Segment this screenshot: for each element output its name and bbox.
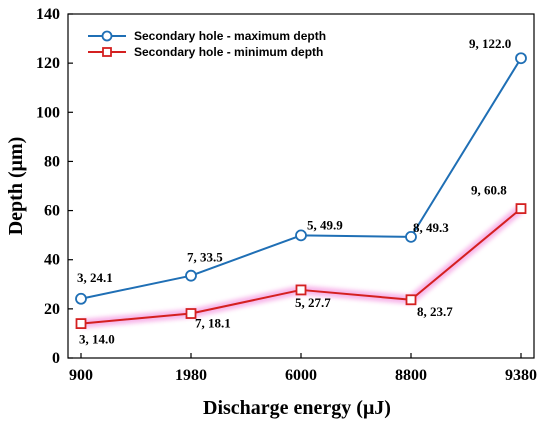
- data-point: [295, 284, 307, 296]
- series-group: [75, 52, 527, 330]
- y-axis-label: Depth (μm): [5, 137, 27, 236]
- legend-item: Secondary hole - maximum depth: [88, 29, 326, 43]
- y-tick-label: 40: [44, 252, 60, 269]
- data-point: [185, 269, 197, 282]
- legend-marker: [102, 47, 112, 57]
- data-point: [295, 229, 307, 242]
- data-label: 3, 14.0: [79, 332, 115, 347]
- data-point: [185, 308, 197, 319]
- data-label: 8, 23.7: [417, 304, 453, 319]
- legend-label: Secondary hole - minimum depth: [134, 45, 323, 59]
- x-axis-label: Discharge energy (μJ): [203, 397, 391, 419]
- data-point: [405, 294, 417, 306]
- data-labels: 3, 24.1 7, 33.5 5, 49.9 8, 49.3 9, 122.0 3, 1…: [77, 36, 511, 346]
- series-maximum-depth: [75, 52, 527, 305]
- y-tick-label: 60: [44, 203, 60, 220]
- legend-label: Secondary hole - maximum depth: [134, 29, 326, 43]
- data-label: 7, 18.1: [195, 316, 231, 331]
- data-point: [405, 230, 417, 243]
- data-label: 7, 33.5: [187, 250, 223, 265]
- data-label: 5, 27.7: [295, 295, 331, 310]
- x-tick-label: 1980: [175, 367, 207, 384]
- y-tick-label: 140: [36, 6, 60, 23]
- y-tick-label: 120: [36, 55, 60, 72]
- y-tick-label: 100: [36, 104, 60, 121]
- data-label: 9, 122.0: [469, 36, 511, 51]
- y-tick-label: 20: [44, 301, 60, 318]
- data-point: [75, 292, 87, 305]
- data-point: [515, 203, 527, 215]
- x-tick-label: 8800: [395, 367, 427, 384]
- data-label: 9, 60.8: [471, 183, 507, 198]
- y-tick-label: 0: [52, 350, 60, 367]
- axes: 0 20 40 60 80 100 120 140 900 1980 6000 8800 9380 Dis…: [5, 6, 537, 419]
- x-tick-label: 900: [69, 367, 93, 384]
- data-label: 8, 49.3: [413, 220, 449, 235]
- legend-item: Secondary hole - minimum depth: [88, 45, 323, 59]
- y-tick-label: 80: [44, 153, 60, 170]
- data-label: 3, 24.1: [77, 270, 113, 285]
- legend-marker: [101, 30, 113, 42]
- data-point: [515, 52, 527, 65]
- data-label: 5, 49.9: [307, 217, 343, 232]
- series-minimum-depth: [75, 203, 527, 330]
- data-point: [75, 318, 87, 330]
- x-tick-label: 9380: [505, 367, 537, 384]
- legend: Secondary hole - maximum depth Secondary …: [88, 29, 326, 59]
- x-tick-label: 6000: [285, 367, 317, 384]
